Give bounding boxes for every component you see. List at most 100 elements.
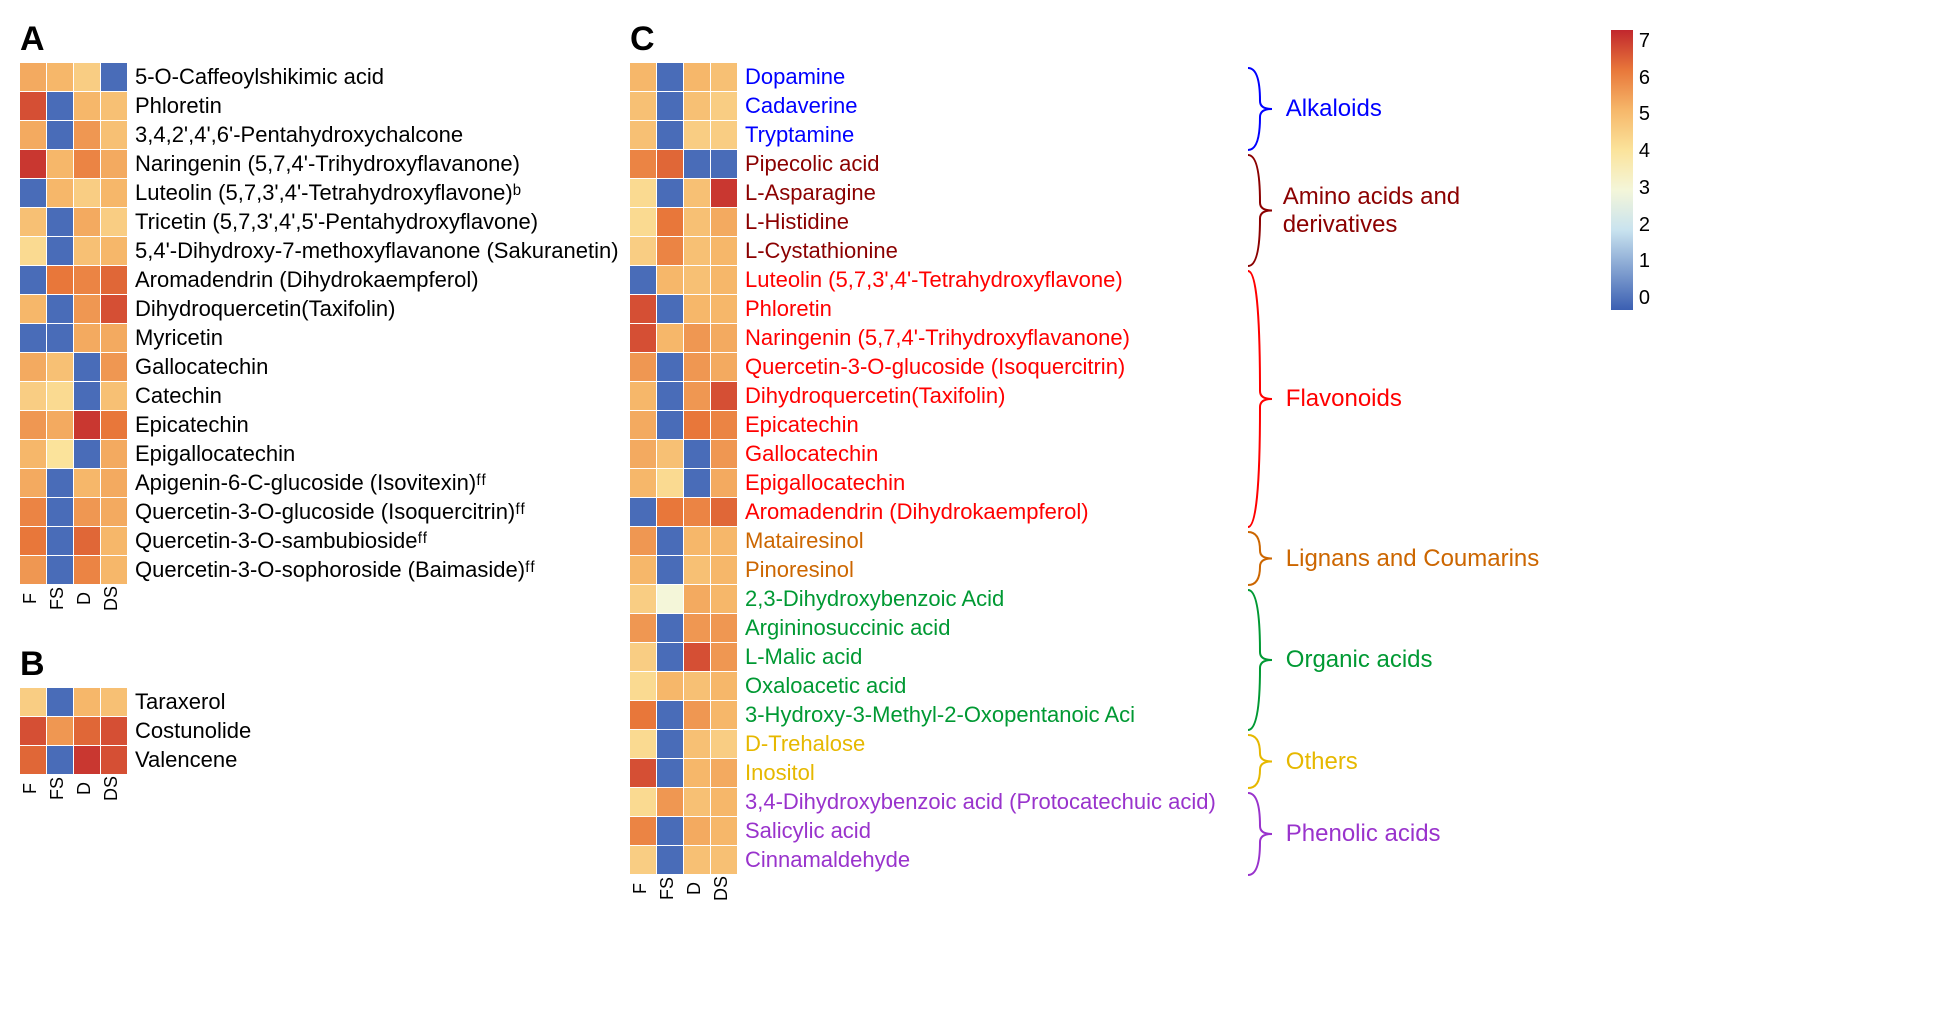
panel-c: FFSDDSDopamineCadaverineTryptaminePipeco…	[630, 63, 1216, 905]
heatmap-cell	[630, 614, 656, 642]
heatmap-cell	[20, 150, 46, 178]
heatmap-cell	[711, 150, 737, 178]
heatmap-cell	[47, 121, 73, 149]
heatmap-cell	[657, 759, 683, 787]
row-label: Quercetin-3-O-sophoroside (Baimaside)ᶠᶠ	[127, 556, 619, 584]
row-label: L-Histidine	[737, 208, 1216, 236]
heatmap-cell	[101, 382, 127, 410]
row-label: 3,4,2',4',6'-Pentahydroxychalcone	[127, 121, 619, 149]
group-brace: Flavonoids	[1246, 269, 1551, 529]
x-tick: DS	[101, 776, 127, 805]
heatmap-cell	[657, 121, 683, 149]
left-column: A FFSDDS5-O-Caffeoylshikimic acidPhloret…	[20, 20, 590, 905]
heatmap-cell	[630, 440, 656, 468]
heatmap-cell	[20, 411, 46, 439]
heatmap-cell	[630, 672, 656, 700]
heatmap-cell	[711, 92, 737, 120]
heatmap-cell	[630, 92, 656, 120]
heatmap-cell	[74, 556, 100, 584]
heatmap-cell	[711, 208, 737, 236]
x-tick: F	[20, 776, 46, 805]
heatmap-cell	[630, 63, 656, 91]
heatmap-cell	[74, 324, 100, 352]
heatmap-cell	[74, 92, 100, 120]
heatmap-cell	[630, 527, 656, 555]
heatmap-cell	[711, 266, 737, 294]
row-label: Oxaloacetic acid	[737, 672, 1216, 700]
heatmap-cell	[47, 382, 73, 410]
heatmap-cell	[20, 688, 46, 716]
heatmap-cell	[47, 440, 73, 468]
heatmap-cell	[657, 701, 683, 729]
heatmap-cell	[684, 672, 710, 700]
heatmap-cell	[47, 266, 73, 294]
heatmap-cell	[630, 237, 656, 265]
figure-root: A FFSDDS5-O-Caffeoylshikimic acidPhloret…	[20, 20, 1924, 905]
heatmap-cell	[101, 295, 127, 323]
heatmap-cell	[657, 411, 683, 439]
heatmap-cell	[630, 266, 656, 294]
heatmap-cell	[630, 324, 656, 352]
heatmap-cell	[47, 324, 73, 352]
heatmap-cell	[74, 498, 100, 526]
heatmap-cell	[657, 324, 683, 352]
row-label: Dihydroquercetin(Taxifolin)	[737, 382, 1216, 410]
row-label: 5,4'-Dihydroxy-7-methoxyflavanone (Sakur…	[127, 237, 619, 265]
row-label: Quercetin-3-O-sambubiosideᶠᶠ	[127, 527, 619, 555]
heatmap-cell	[684, 759, 710, 787]
heatmap-cell	[711, 643, 737, 671]
x-tick: FS	[47, 586, 73, 615]
heatmap-cell	[20, 179, 46, 207]
group-label: Phenolic acids	[1286, 820, 1441, 848]
heatmap-cell	[47, 556, 73, 584]
heatmap-cell	[684, 614, 710, 642]
heatmap-cell	[657, 150, 683, 178]
heatmap-cell	[101, 717, 127, 745]
panel-c-label: C	[630, 20, 1216, 59]
heatmap-cell	[101, 469, 127, 497]
heatmap-cell	[101, 266, 127, 294]
group-label: Lignans and Coumarins	[1286, 545, 1540, 573]
heatmap-cell	[711, 295, 737, 323]
heatmap-cell	[630, 469, 656, 497]
heatmap-cell	[630, 788, 656, 816]
heatmap-cell	[101, 92, 127, 120]
heatmap-cell	[657, 527, 683, 555]
heatmap-cell	[47, 208, 73, 236]
group-label: Organic acids	[1286, 646, 1433, 674]
heatmap-cell	[630, 643, 656, 671]
heatmap-cell	[20, 556, 46, 584]
heatmap-cell	[47, 688, 73, 716]
heatmap-cell	[684, 527, 710, 555]
heatmap-cell	[657, 63, 683, 91]
x-tick: DS	[711, 876, 737, 905]
heatmap-cell	[711, 672, 737, 700]
row-label: Argininosuccinic acid	[737, 614, 1216, 642]
row-label: Epigallocatechin	[127, 440, 619, 468]
heatmap-cell	[684, 556, 710, 584]
heatmap-cell	[47, 498, 73, 526]
heatmap-cell	[20, 717, 46, 745]
row-label: 3-Hydroxy-3-Methyl-2-Oxopentanoic Aci	[737, 701, 1216, 729]
heatmap-cell	[657, 585, 683, 613]
heatmap-cell	[101, 411, 127, 439]
row-label: Luteolin (5,7,3',4'-Tetrahydroxyflavone)	[737, 266, 1216, 294]
row-label: Quercetin-3-O-glucoside (Isoquercitrin)ᶠ…	[127, 498, 619, 526]
heatmap-cell	[657, 643, 683, 671]
heatmap-cell	[657, 672, 683, 700]
heatmap-cell	[101, 353, 127, 381]
heatmap-cell	[684, 92, 710, 120]
group-label: Others	[1286, 748, 1358, 776]
right-column: C FFSDDSDopamineCadaverineTryptaminePipe…	[630, 20, 1650, 905]
heatmap-cell	[657, 440, 683, 468]
row-label: Gallocatechin	[127, 353, 619, 381]
heatmap-cell	[711, 411, 737, 439]
heatmap-cell	[74, 382, 100, 410]
row-label: Cinnamaldehyde	[737, 846, 1216, 874]
group-brace: Others	[1246, 733, 1551, 790]
heatmap-cell	[101, 556, 127, 584]
colorbar-tick: 3	[1639, 177, 1650, 200]
heatmap-cell	[657, 179, 683, 207]
group-brace: Organic acids	[1246, 588, 1551, 732]
heatmap-cell	[684, 788, 710, 816]
